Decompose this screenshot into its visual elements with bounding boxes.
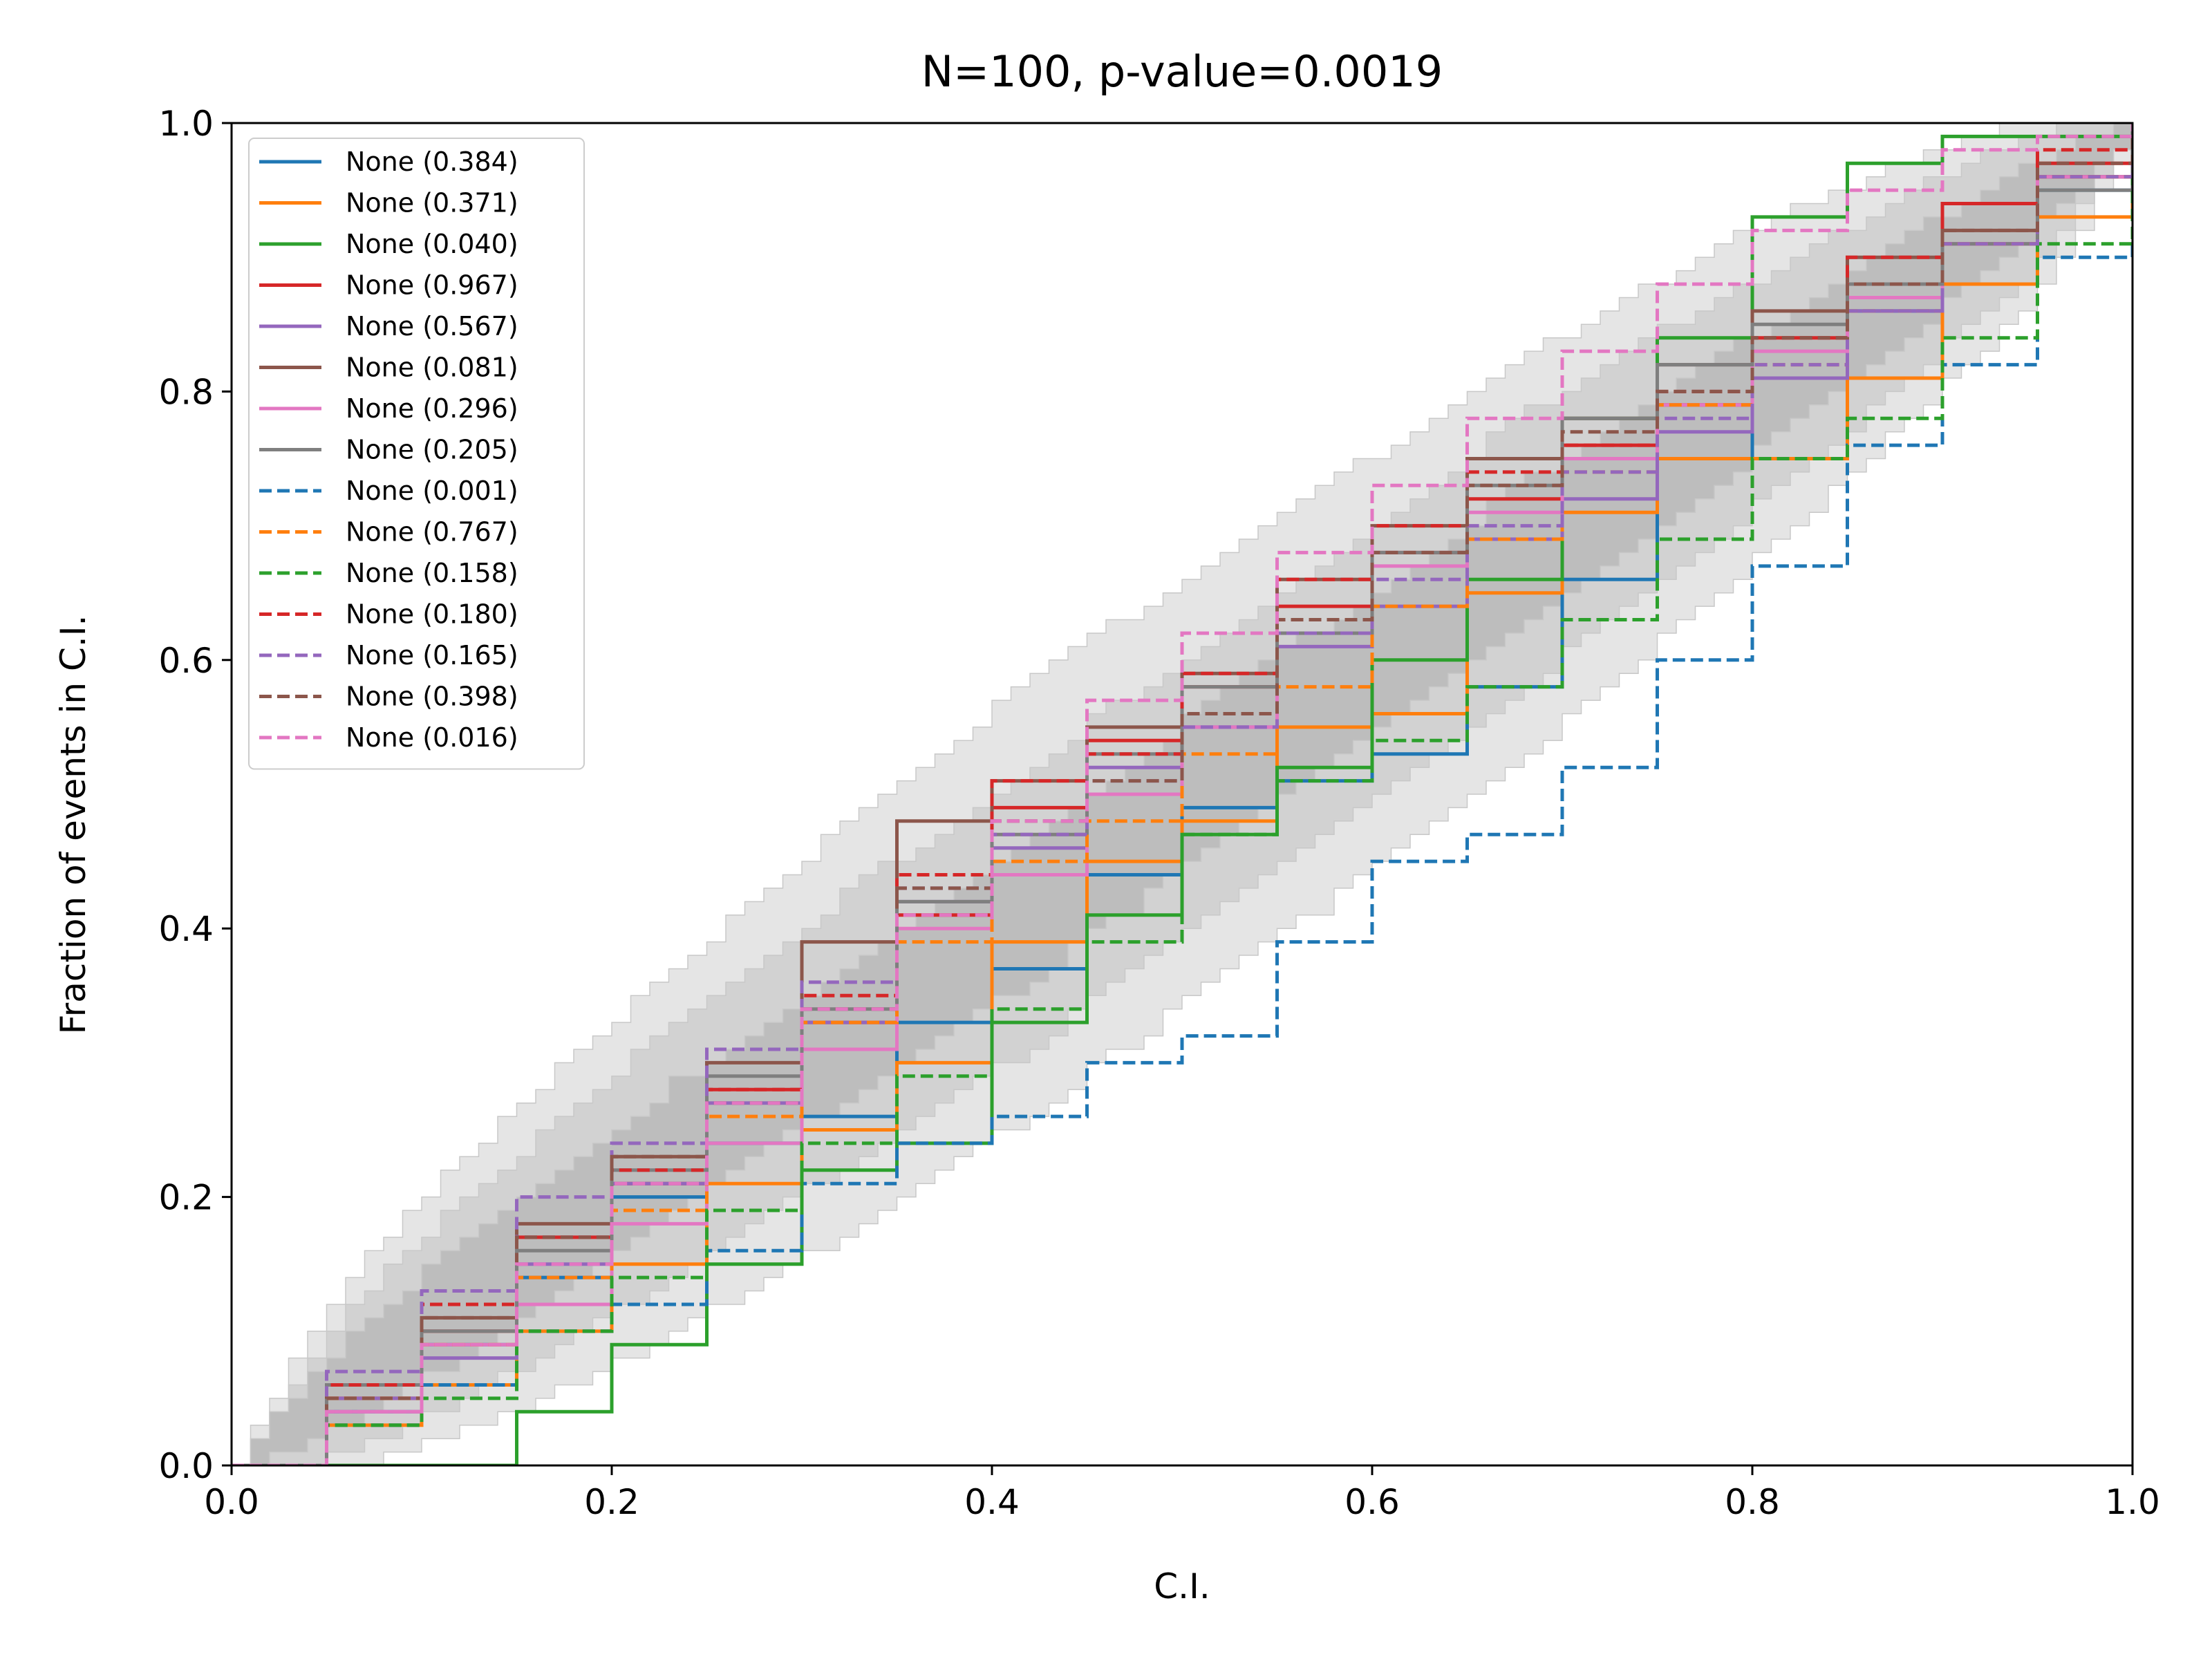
legend-label: None (0.205) <box>346 435 518 465</box>
legend-label: None (0.567) <box>346 311 518 341</box>
series-line-13 <box>232 123 2133 1465</box>
x-tick-label: 0.4 <box>964 1482 1020 1522</box>
y-tick-label: 0.8 <box>158 372 214 412</box>
series-line-15 <box>232 123 2133 1465</box>
chart-title: N=100, p-value=0.0019 <box>921 46 1443 97</box>
legend-label: None (0.081) <box>346 353 518 383</box>
series-line-14 <box>232 123 2133 1465</box>
plot-area: 0.0 0.2 0.4 0.6 0.8 1.0 0.0 0.2 0.4 0.6 0.8 1.0 None… <box>158 104 2159 1522</box>
x-axis-label: C.I. <box>1154 1566 1210 1606</box>
y-tick-label: 0.0 <box>158 1446 214 1486</box>
legend-label: None (0.967) <box>346 270 518 301</box>
legend-label: None (0.040) <box>346 229 518 259</box>
legend-label: None (0.001) <box>346 476 518 506</box>
x-tick-label: 0.8 <box>1725 1482 1780 1522</box>
x-tick-label: 0.6 <box>1344 1482 1400 1522</box>
y-tick-label: 1.0 <box>158 104 214 144</box>
y-tick-label: 0.2 <box>158 1178 214 1218</box>
legend-box <box>248 138 585 770</box>
x-tick-label: 0.2 <box>584 1482 639 1522</box>
legend-label: None (0.165) <box>346 640 518 671</box>
legend-label: None (0.296) <box>346 393 518 424</box>
legend-label: None (0.016) <box>346 722 518 753</box>
legend-label: None (0.384) <box>346 147 518 177</box>
legend-label: None (0.158) <box>346 558 518 588</box>
legend-label: None (0.767) <box>346 517 518 547</box>
x-tick-label: 0.0 <box>204 1482 259 1522</box>
y-tick-label: 0.6 <box>158 641 214 681</box>
series-line-9 <box>232 123 2133 1465</box>
legend-label: None (0.180) <box>346 599 518 630</box>
x-tick-label: 1.0 <box>2105 1482 2160 1522</box>
legend: None (0.384) None (0.371) None (0.040) None… <box>248 138 585 770</box>
legend-label: None (0.398) <box>346 682 518 712</box>
legend-label: None (0.371) <box>346 188 518 218</box>
data-layer <box>232 123 2133 1465</box>
series-line-11 <box>232 123 2133 1465</box>
y-axis-label: Fraction of events in C.I. <box>53 615 93 1035</box>
axes-frame <box>230 122 2134 1467</box>
y-tick-label: 0.4 <box>158 909 214 949</box>
